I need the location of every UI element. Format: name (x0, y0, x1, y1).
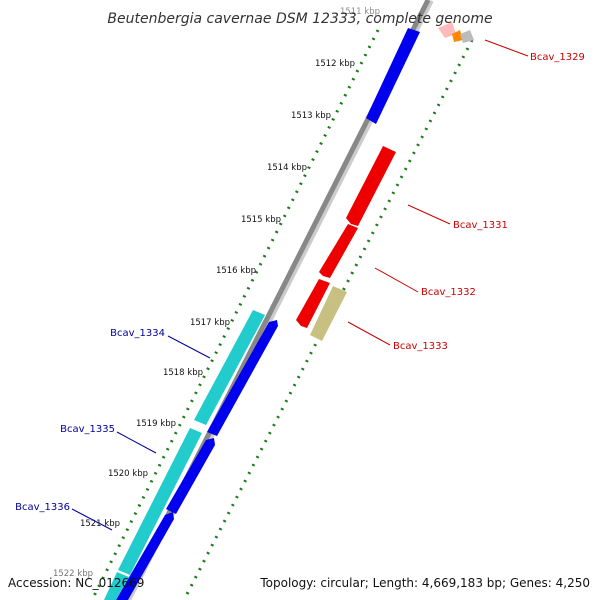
tick-label: 1517 kbp (190, 318, 230, 328)
gene-cyan-1334[interactable] (194, 310, 265, 425)
gene-orange-1329[interactable] (452, 30, 463, 42)
gene-labels: Bcav_1329 Bcav_1331 Bcav_1332 Bcav_1333 … (15, 52, 585, 513)
gene-label-bcav-1334[interactable]: Bcav_1334 (110, 328, 165, 339)
gene-label-bcav-1329[interactable]: Bcav_1329 (530, 52, 585, 63)
gene-blue-top[interactable] (366, 28, 420, 124)
gene-blue-1335[interactable] (166, 438, 215, 514)
gene-label-bcav-1336[interactable]: Bcav_1336 (15, 502, 70, 513)
tick-label: 1515 kbp (241, 215, 281, 225)
gene-cyan-1335[interactable] (118, 428, 202, 575)
leader-bcav-1335 (116, 431, 157, 454)
leader-bcav-1331 (407, 204, 451, 225)
gene-gray-1329[interactable] (460, 30, 474, 43)
accession-text: Accession: NC_012669 (8, 576, 145, 590)
gene-label-bcav-1333[interactable]: Bcav_1333 (393, 341, 448, 352)
tick-label: 1522 kbp (53, 569, 93, 579)
tick-label: 1519 kbp (136, 419, 176, 429)
map-title: Beutenbergia cavernae DSM 12333, complet… (107, 11, 492, 27)
gene-blue-1334[interactable] (207, 320, 278, 436)
gene-cyan-1336[interactable] (104, 572, 129, 600)
gene-label-bcav-1332[interactable]: Bcav_1332 (421, 287, 476, 298)
tick-label: 1511 kbp (340, 7, 380, 17)
gene-pink-1329[interactable] (438, 22, 456, 38)
leader-bcav-1329 (484, 39, 529, 57)
tick-label: 1512 kbp (315, 59, 355, 69)
leader-bcav-1334 (167, 335, 211, 359)
tick-label: 1518 kbp (163, 368, 203, 378)
tick-label: 1514 kbp (267, 163, 307, 173)
tick-label: 1516 kbp (216, 266, 256, 276)
gene-red-1331a[interactable] (346, 146, 396, 226)
tick-label: 1520 kbp (108, 469, 148, 479)
forward-strand-genes (296, 22, 474, 341)
gene-red-1332[interactable] (296, 279, 330, 328)
gene-olive-1333[interactable] (310, 286, 347, 341)
leader-bcav-1336 (71, 508, 113, 531)
leader-bcav-1333 (347, 321, 391, 346)
gene-red-1331b[interactable] (319, 224, 358, 278)
inner-tick-guide (90, 29, 380, 600)
label-leaders (71, 39, 529, 531)
gene-blue-1336[interactable] (116, 512, 174, 600)
tick-label: 1513 kbp (291, 111, 331, 121)
reverse-strand-genes (104, 28, 420, 600)
topology-text: Topology: circular; Length: 4,669,183 bp… (260, 576, 590, 590)
leader-bcav-1332 (374, 267, 419, 293)
gene-label-bcav-1335[interactable]: Bcav_1335 (60, 424, 115, 435)
gene-label-bcav-1331[interactable]: Bcav_1331 (453, 220, 508, 231)
